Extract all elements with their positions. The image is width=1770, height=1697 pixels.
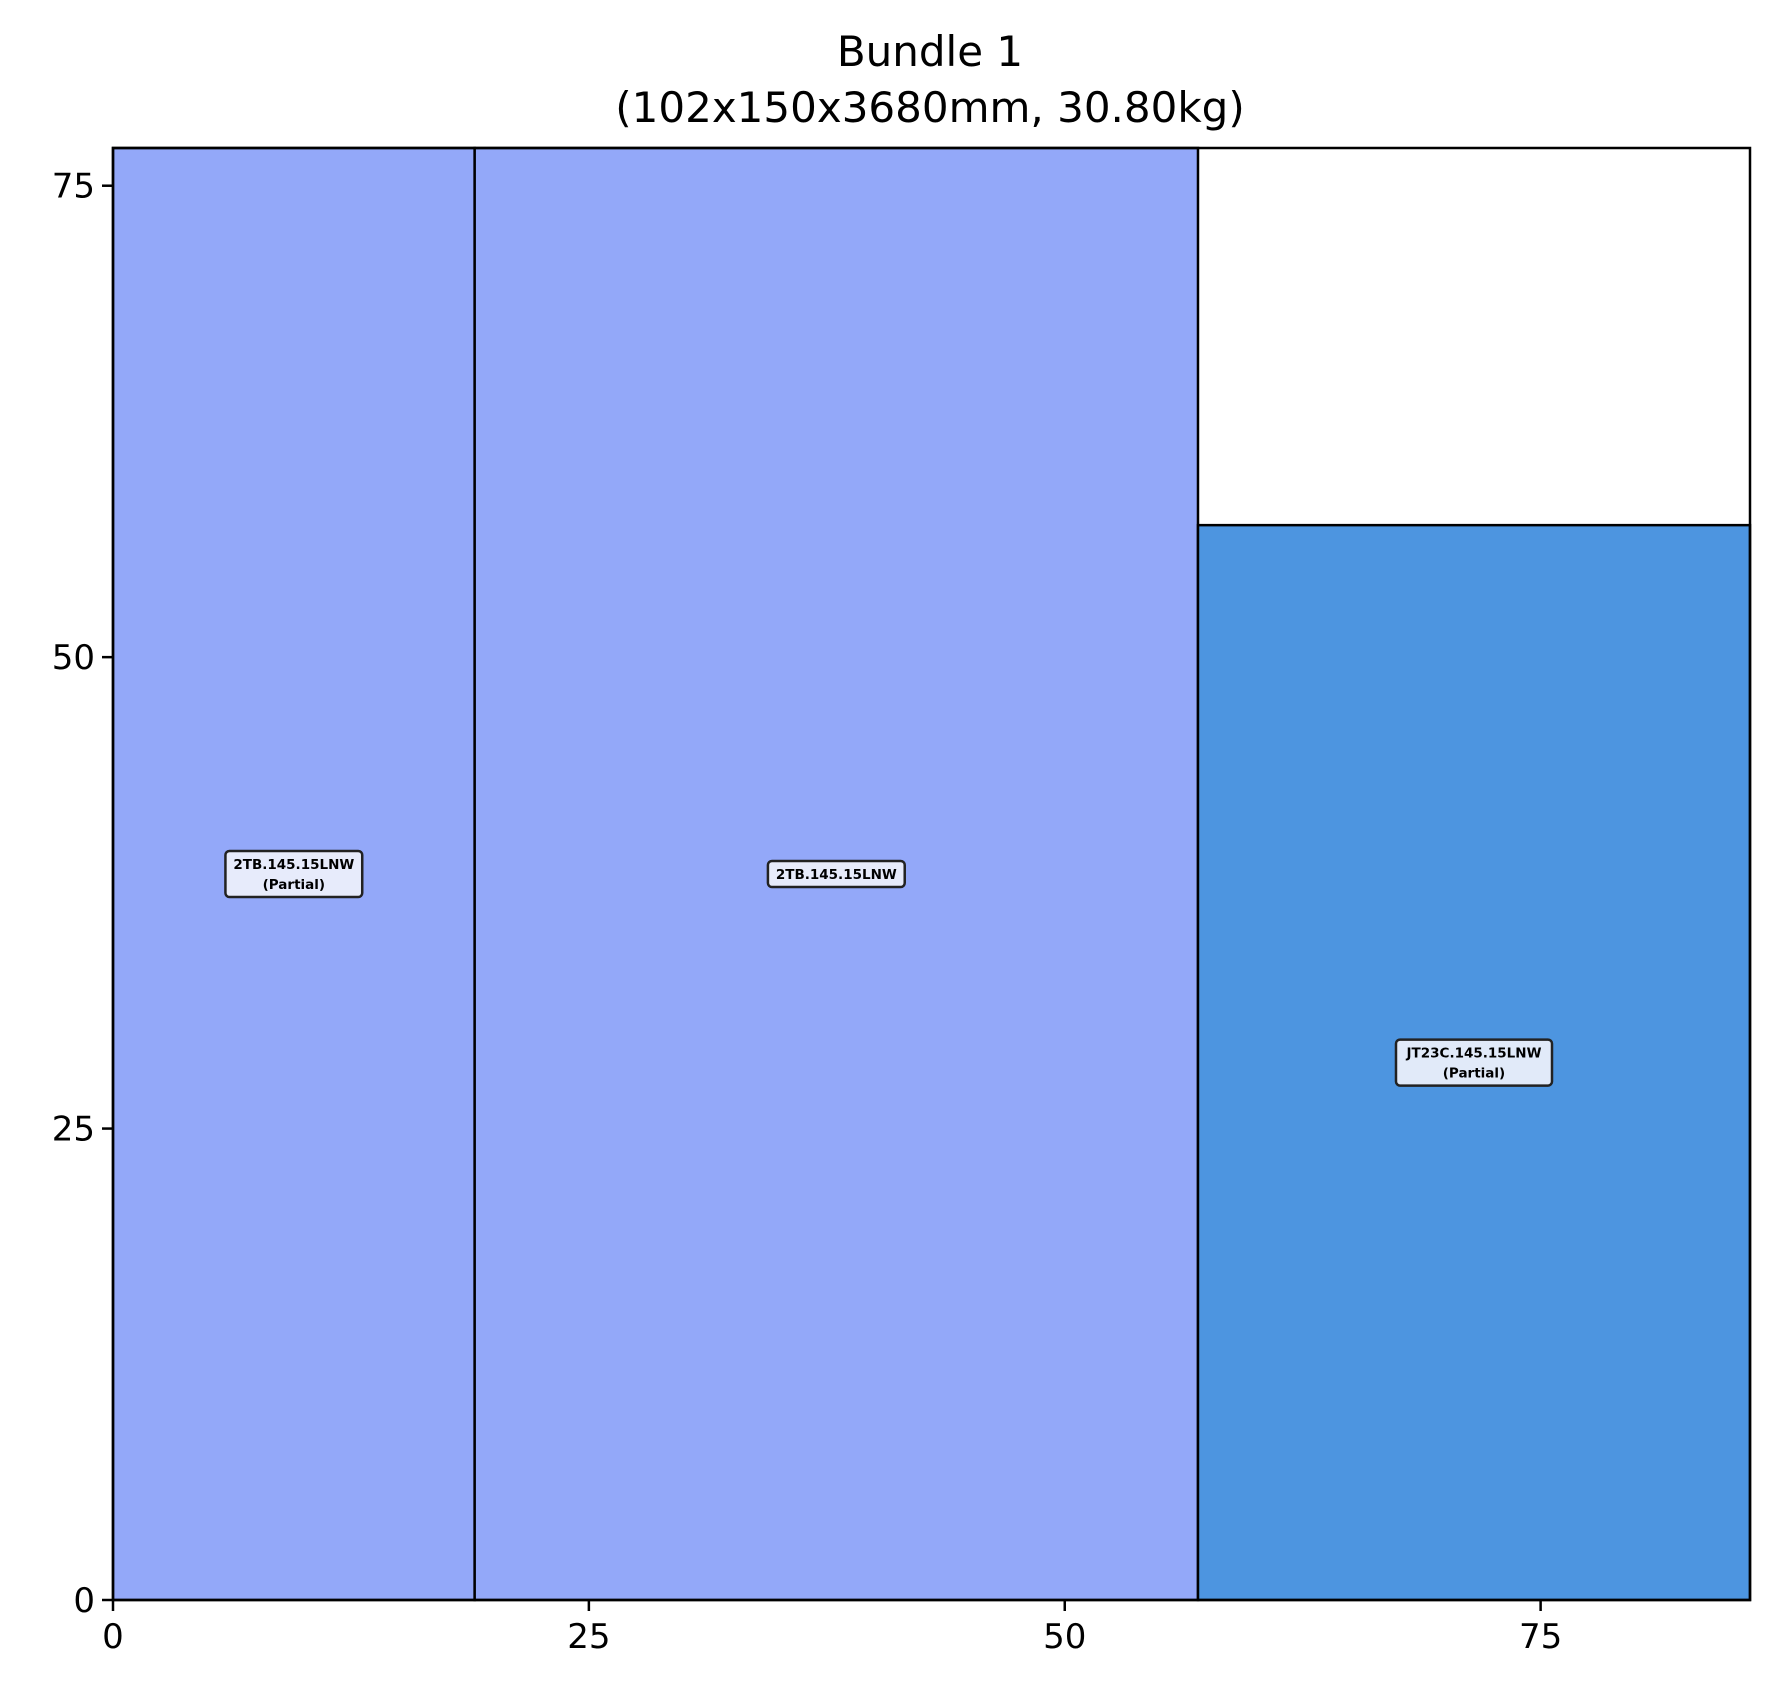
x-tick-label: 25 <box>567 1617 610 1657</box>
x-tick-label: 75 <box>1519 1617 1562 1657</box>
item-label-box <box>1394 1038 1554 1087</box>
y-tick-label: 0 <box>73 1581 95 1621</box>
item-note: (Partial) <box>1443 1066 1505 1082</box>
item-label-box <box>224 849 364 899</box>
item-note: (Partial) <box>263 877 325 893</box>
item-label: 2TB.145.15LNW <box>776 867 897 883</box>
axis-ticks: 0 25 50 75 0 25 50 75 <box>52 167 1563 1657</box>
packed-items: 2TB.145.15LNW (Partial) 2TB.145.15LNW JT23C… <box>111 146 1752 1602</box>
plot-frame <box>111 146 1752 1602</box>
item-label: 2TB.145.15LNW <box>233 857 354 873</box>
x-tick-label: 0 <box>102 1617 124 1657</box>
item-label-box <box>766 859 906 889</box>
chart-subtitle: (102x150x3680mm, 30.80kg) <box>615 83 1244 132</box>
item-label: JT23C.145.15LNW <box>1406 1046 1542 1062</box>
y-tick-label: 25 <box>52 1110 95 1150</box>
chart-title: Bundle 1 <box>837 27 1023 76</box>
y-tick-label: 50 <box>52 638 95 678</box>
x-tick-label: 50 <box>1043 1617 1086 1657</box>
y-tick-label: 75 <box>52 167 95 207</box>
